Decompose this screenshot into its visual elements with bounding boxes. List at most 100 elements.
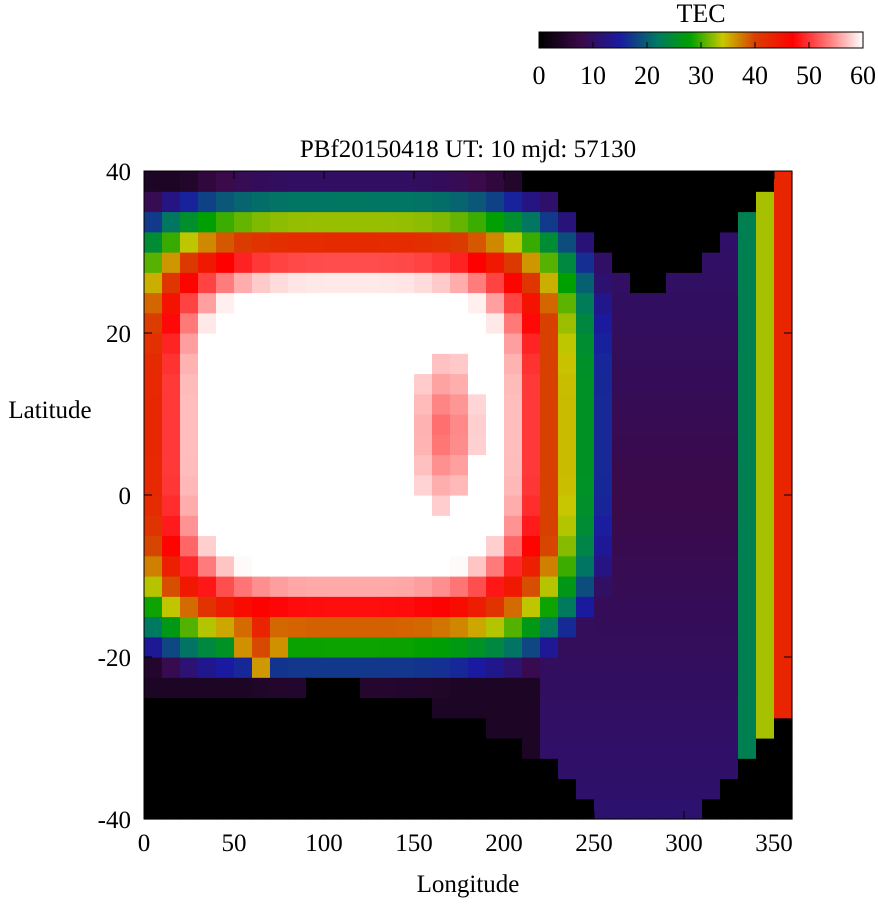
- heatmap-cell: [360, 657, 379, 678]
- heatmap-cell: [324, 414, 343, 435]
- heatmap-cell: [756, 474, 775, 496]
- heatmap-cell: [396, 717, 415, 739]
- heatmap-cell: [684, 717, 703, 739]
- heatmap-cell: [144, 515, 163, 537]
- heatmap-cell: [522, 738, 541, 759]
- heatmap-cell: [774, 738, 793, 759]
- heatmap-cell: [522, 555, 541, 577]
- heatmap-cell: [306, 191, 325, 213]
- heatmap-cell: [666, 758, 685, 780]
- heatmap-cell: [234, 717, 253, 739]
- heatmap-cell: [288, 515, 307, 537]
- heatmap-cell: [630, 758, 649, 780]
- heatmap-cell: [162, 434, 181, 456]
- heatmap-cell: [252, 555, 271, 577]
- heatmap-cell: [666, 373, 685, 395]
- heatmap-cell: [252, 697, 271, 719]
- heatmap-cell: [576, 677, 595, 699]
- heatmap-cell: [756, 211, 775, 233]
- heatmap-cell: [306, 515, 325, 537]
- heatmap-cell: [288, 798, 307, 820]
- heatmap-cell: [522, 474, 541, 496]
- heatmap-cell: [306, 231, 325, 253]
- heatmap-cell: [162, 393, 181, 415]
- heatmap-cell: [774, 333, 793, 354]
- heatmap-cell: [738, 758, 757, 780]
- heatmap-cell: [522, 535, 541, 557]
- heatmap-cell: [720, 434, 739, 456]
- heatmap-cell: [270, 333, 289, 354]
- heatmap-cell: [720, 798, 739, 820]
- heatmap-cell: [540, 758, 559, 780]
- heatmap-cell: [684, 657, 703, 678]
- heatmap-cell: [378, 778, 397, 800]
- heatmap-cell: [234, 616, 253, 638]
- heatmap-cell: [576, 717, 595, 739]
- heatmap-cell: [306, 636, 325, 658]
- heatmap-cell: [378, 738, 397, 759]
- heatmap-cell: [720, 515, 739, 537]
- heatmap-cell: [270, 697, 289, 719]
- heatmap-cell: [756, 312, 775, 334]
- heatmap-cell: [396, 434, 415, 456]
- heatmap-cell: [540, 373, 559, 395]
- heatmap-cell: [540, 717, 559, 739]
- heatmap-cell: [684, 515, 703, 537]
- heatmap-cell: [180, 657, 199, 678]
- heatmap-cell: [216, 798, 235, 820]
- heatmap-cell: [360, 738, 379, 759]
- heatmap-cell: [576, 272, 595, 294]
- heatmap-cell: [684, 535, 703, 557]
- heatmap-cell: [180, 272, 199, 294]
- heatmap-cell: [540, 576, 559, 597]
- heatmap-cell: [252, 272, 271, 294]
- heatmap-cell: [180, 474, 199, 496]
- heatmap-cell: [396, 454, 415, 476]
- heatmap-cell: [522, 495, 541, 516]
- heatmap-cell: [648, 697, 667, 719]
- heatmap-cell: [414, 171, 433, 192]
- heatmap-cell: [522, 333, 541, 354]
- heatmap-cell: [180, 555, 199, 577]
- heatmap-cell: [504, 677, 523, 699]
- heatmap-cell: [216, 636, 235, 658]
- heatmap-cell: [504, 333, 523, 354]
- heatmap-cell: [720, 616, 739, 638]
- heatmap-cell: [234, 576, 253, 597]
- heatmap-cell: [234, 515, 253, 537]
- heatmap-cell: [270, 393, 289, 415]
- heatmap-cell: [270, 657, 289, 678]
- heatmap-cell: [594, 697, 613, 719]
- heatmap-cell: [450, 596, 469, 618]
- heatmap-cell: [234, 555, 253, 577]
- heatmap-cell: [738, 414, 757, 435]
- heatmap-cell: [756, 414, 775, 435]
- heatmap-cell: [144, 312, 163, 334]
- heatmap-cell: [504, 454, 523, 476]
- heatmap-cell: [594, 495, 613, 516]
- x-tick-label: 200: [485, 830, 523, 857]
- heatmap-cell: [450, 333, 469, 354]
- heatmap-cell: [396, 231, 415, 253]
- heatmap-cell: [450, 252, 469, 273]
- heatmap-cell: [414, 252, 433, 273]
- heatmap-cell: [630, 717, 649, 739]
- heatmap-cell: [594, 596, 613, 618]
- heatmap-cell: [594, 333, 613, 354]
- heatmap-cell: [378, 312, 397, 334]
- heatmap-cell: [450, 312, 469, 334]
- heatmap-cell: [378, 353, 397, 375]
- heatmap-cell: [612, 657, 631, 678]
- heatmap-cell: [666, 211, 685, 233]
- heatmap-cell: [774, 515, 793, 537]
- heatmap-cell: [180, 535, 199, 557]
- heatmap-cell: [216, 171, 235, 192]
- heatmap-cell: [378, 717, 397, 739]
- heatmap-cell: [540, 171, 559, 192]
- heatmap-cell: [432, 636, 451, 658]
- heatmap-cell: [360, 393, 379, 415]
- heatmap-cell: [288, 454, 307, 476]
- heatmap-cell: [234, 353, 253, 375]
- heatmap-cell: [558, 373, 577, 395]
- heatmap-cell: [432, 231, 451, 253]
